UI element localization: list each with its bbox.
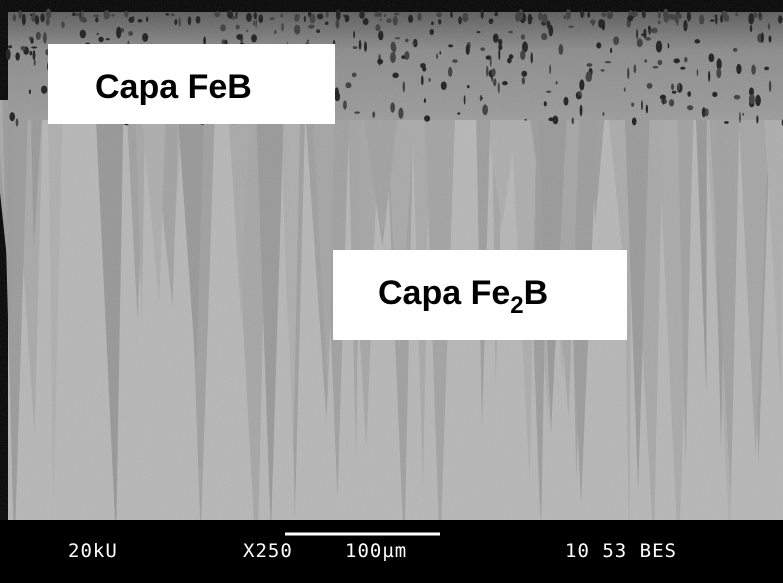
label-text: B — [524, 274, 549, 312]
micrograph: Capa FeB Capa Fe2B 20kU X250 100µm 10 53… — [0, 0, 783, 583]
micrograph-page: Capa FeB Capa Fe2B 20kU X250 100µm 10 53… — [0, 0, 783, 583]
magnification: X250 — [243, 540, 293, 562]
label-text: Capa Fe — [378, 274, 510, 312]
detector-info: 10 53 BES — [565, 540, 677, 562]
voltage: 20kU — [68, 540, 118, 562]
label: Capa FeB — [95, 68, 252, 106]
scale-label: 100µm — [345, 540, 407, 562]
label-subscript: 2 — [510, 292, 523, 319]
